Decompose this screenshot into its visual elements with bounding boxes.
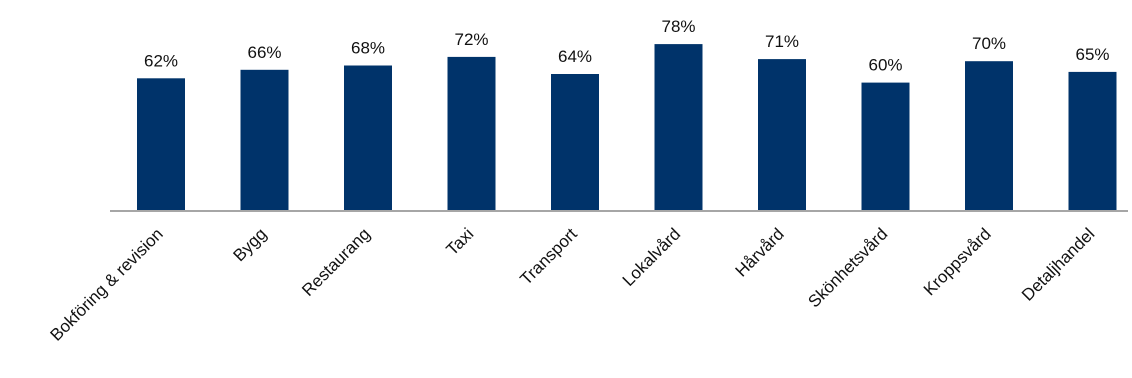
- bar-1: [137, 78, 185, 211]
- bar-5: [551, 74, 599, 211]
- bar-6: [654, 44, 703, 211]
- value-label-3: 68%: [351, 39, 385, 58]
- value-label-5: 64%: [558, 47, 592, 66]
- category-label-10: Detaljhandel: [1018, 224, 1098, 304]
- category-label-7: Hårvård: [732, 224, 788, 280]
- value-label-4: 72%: [454, 30, 488, 49]
- value-labels-group: 62% 66% 68% 72% 64% 78% 71% 60% 70% 65%: [144, 17, 1110, 75]
- category-label-1: Bokföring & revision: [46, 224, 166, 344]
- bars-group: [137, 44, 1117, 212]
- bar-2: [240, 69, 289, 211]
- value-label-9: 70%: [972, 34, 1006, 53]
- category-labels-group: Bokföring & revision Bygg Restaurang Taxi Tr…: [46, 224, 1098, 345]
- bar-9: [965, 61, 1013, 212]
- category-label-8: Skönhetsvård: [804, 224, 891, 311]
- bar-7: [758, 59, 806, 211]
- bar-4: [447, 56, 496, 212]
- category-label-5: Transport: [516, 224, 581, 289]
- value-label-8: 60%: [868, 56, 902, 75]
- category-label-6: Lokalvård: [619, 224, 685, 290]
- value-label-10: 65%: [1075, 45, 1109, 64]
- bar-10: [1068, 71, 1117, 212]
- category-label-9: Kroppsvård: [920, 224, 995, 299]
- bar-3: [344, 65, 392, 211]
- value-label-2: 66%: [247, 43, 281, 62]
- category-label-4: Taxi: [443, 224, 478, 259]
- value-label-6: 78%: [661, 17, 695, 36]
- value-label-1: 62%: [144, 51, 178, 70]
- category-label-3: Restaurang: [298, 224, 374, 300]
- bar-8: [861, 82, 910, 211]
- category-label-2: Bygg: [229, 224, 270, 265]
- value-label-7: 71%: [765, 32, 799, 51]
